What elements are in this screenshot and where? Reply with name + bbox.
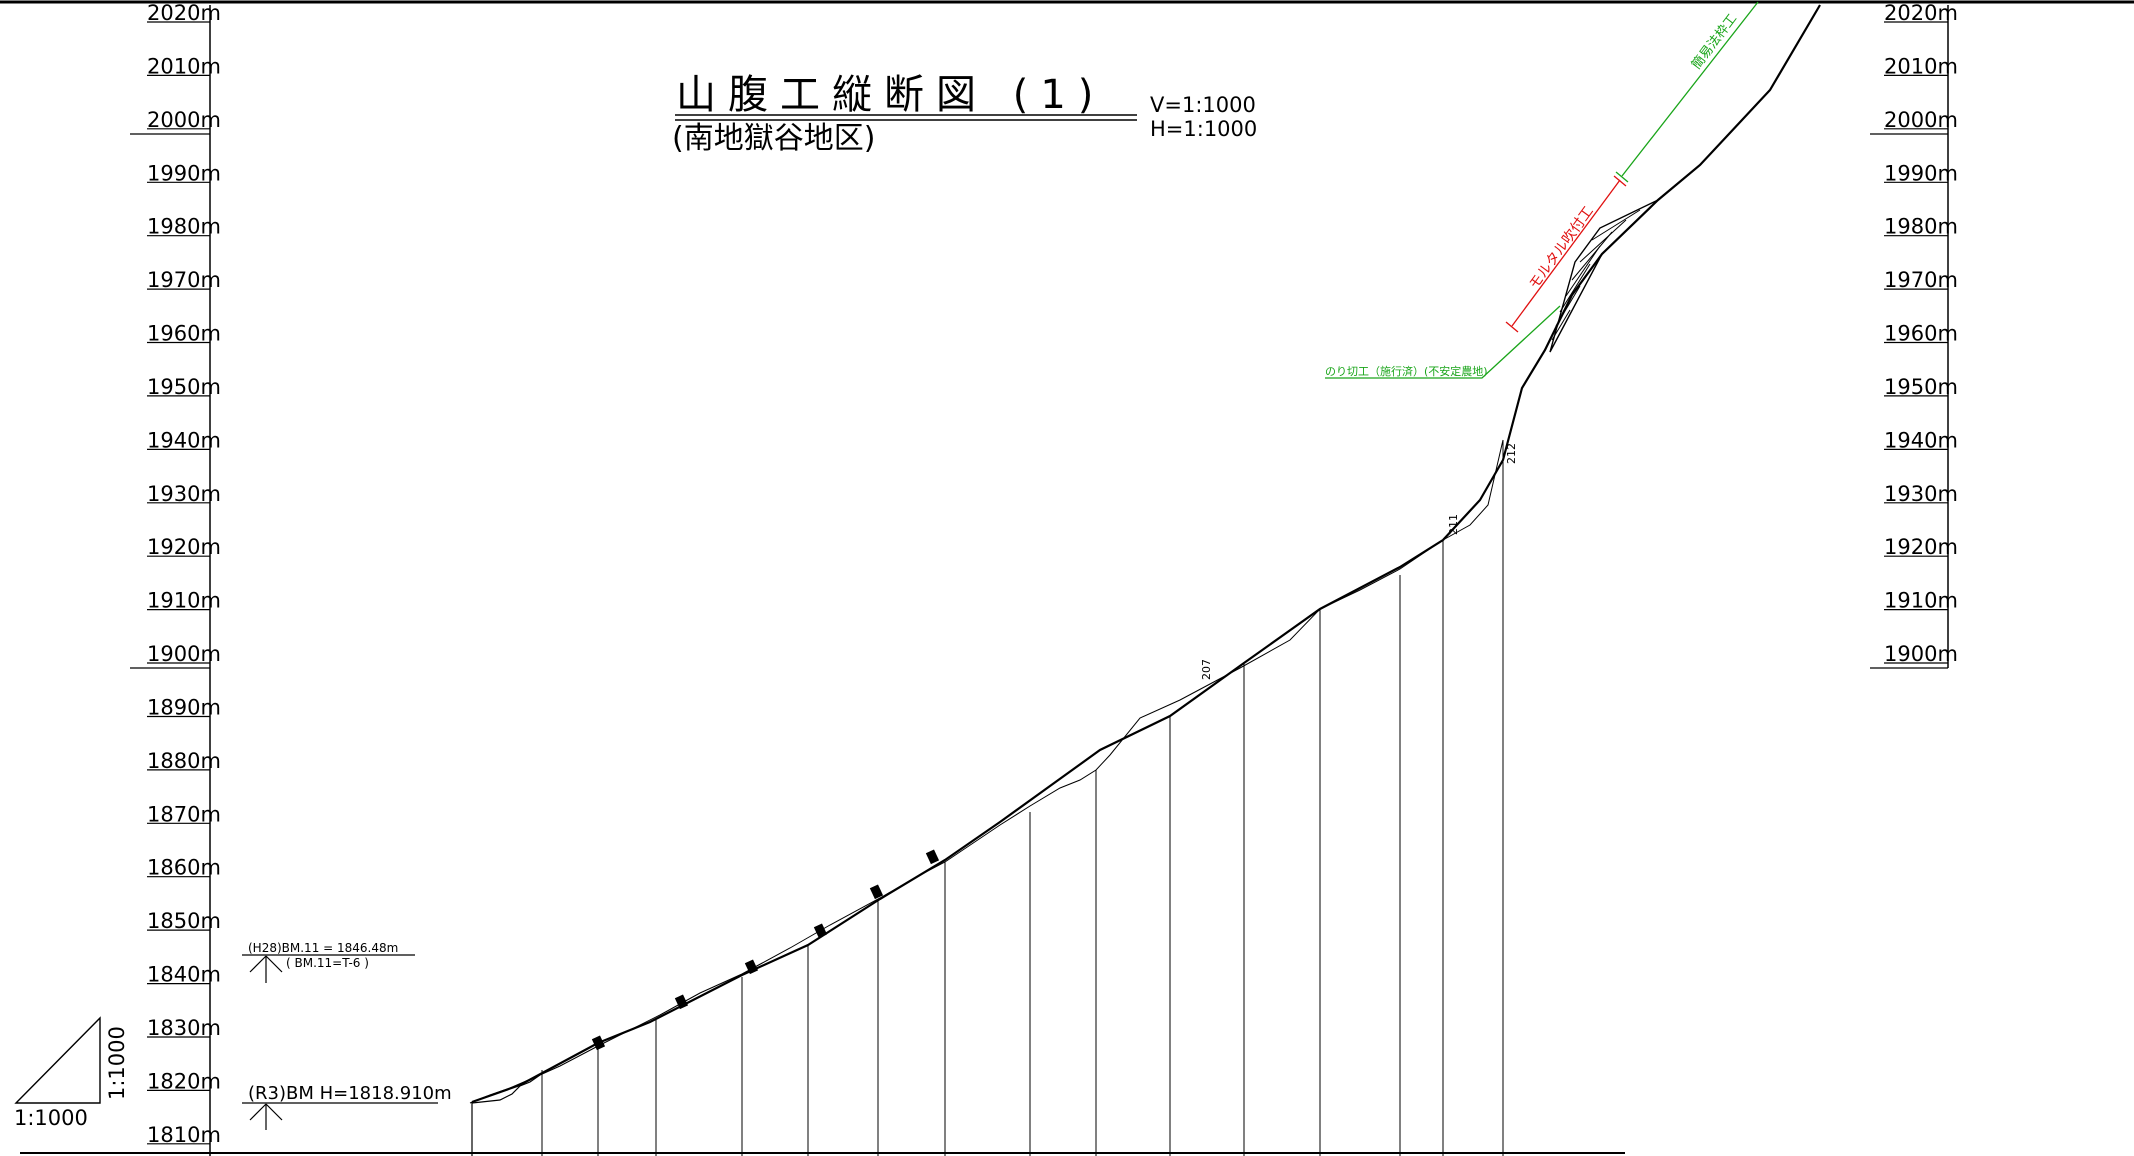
right-elevation-label: 2020m xyxy=(1884,1,1958,25)
vertical-scale: V=1:1000 xyxy=(1150,93,1256,117)
bm-r3-label: (R3)BM H=1818.910m xyxy=(248,1083,452,1104)
left-elevation-axis: 2020m 2010m 2000m 1990m 1980m 1970m 1960m 1950m… xyxy=(130,1,221,1156)
slope-cut-label: のり切工（施行済）(不安定農地) xyxy=(1325,364,1488,378)
left-elevation-label: 1860m xyxy=(147,856,221,880)
bm-h28-sublabel: ( BM.11=T-6 ) xyxy=(286,956,369,970)
right-elevation-label: 1970m xyxy=(1884,268,1958,292)
scale-triangle: 1:1000 1:1000 xyxy=(14,1016,129,1130)
right-elevation-axis: 2020m 2010m 2000m 1990m 1980m 1970m 1960m 1950m… xyxy=(1870,1,1958,669)
left-elevation-label: 2000m xyxy=(147,108,221,132)
left-elevation-label: 1840m xyxy=(147,963,221,987)
left-elevation-label: 1990m xyxy=(147,161,221,185)
mortar-label: モルタル吹付工 xyxy=(1526,204,1597,293)
left-elevation-label: 1940m xyxy=(147,428,221,452)
left-elevation-label: 1880m xyxy=(147,749,221,773)
left-elevation-label: 1980m xyxy=(147,215,221,239)
left-elevation-label: 1910m xyxy=(147,589,221,613)
left-elevation-label: 1830m xyxy=(147,1016,221,1040)
drawing-title: 山腹工縦断図 (1) xyxy=(676,72,1105,118)
ground-profile-line xyxy=(471,4,1821,1104)
right-elevation-label: 2010m xyxy=(1884,54,1958,78)
left-elevation-label: 1950m xyxy=(147,375,221,399)
bm-h28-label: (H28)BM.11 = 1846.48m xyxy=(248,941,398,955)
profile-start-curve xyxy=(471,1074,541,1104)
left-elevation-label: 1850m xyxy=(147,909,221,933)
left-elevation-label: 2010m xyxy=(147,54,221,78)
left-elevation-label: 1900m xyxy=(147,642,221,666)
left-elevation-label: 1810m xyxy=(147,1123,221,1147)
right-elevation-label: 1930m xyxy=(1884,482,1958,506)
right-elevation-label: 1980m xyxy=(1884,215,1958,239)
left-elevation-label: 1970m xyxy=(147,268,221,292)
left-elevation-label: 2020m xyxy=(147,1,221,25)
right-elevation-label: 1990m xyxy=(1884,161,1958,185)
slope-cut-annotation: のり切工（施行済）(不安定農地) xyxy=(1325,305,1561,379)
station-label-212: 212 xyxy=(1505,443,1518,464)
station-lines xyxy=(471,440,1504,1156)
title-block: 山腹工縦断図 (1) (南地獄谷地区) V=1:1000 H=1:1000 xyxy=(672,72,1257,156)
frame-annotation: 簡易法枠工 xyxy=(1615,1,1759,183)
right-elevation-label: 1950m xyxy=(1884,375,1958,399)
left-elevation-label: 1920m xyxy=(147,535,221,559)
right-elevation-label: 1900m xyxy=(1884,642,1958,666)
drawing-subtitle: (南地獄谷地区) xyxy=(672,121,875,156)
profile-markers xyxy=(591,849,940,1051)
scale-triangle-horizontal: 1:1000 xyxy=(14,1106,88,1130)
left-elevation-label: 1820m xyxy=(147,1069,221,1093)
station-label-207: 207 xyxy=(1200,659,1213,680)
right-elevation-label: 2000m xyxy=(1884,108,1958,132)
left-elevation-label: 1870m xyxy=(147,802,221,826)
right-elevation-label: 1960m xyxy=(1884,322,1958,346)
left-elevation-label: 1930m xyxy=(147,482,221,506)
right-elevation-label: 1910m xyxy=(1884,589,1958,613)
mortar-section xyxy=(1549,199,1659,353)
left-elevation-label: 1960m xyxy=(147,322,221,346)
horizontal-scale: H=1:1000 xyxy=(1150,117,1257,141)
scale-triangle-vertical: 1:1000 xyxy=(105,1026,129,1100)
right-elevation-label: 1920m xyxy=(1884,535,1958,559)
benchmark-h28: (H28)BM.11 = 1846.48m ( BM.11=T-6 ) xyxy=(242,941,415,983)
left-elevation-label: 1890m xyxy=(147,696,221,720)
frame-label: 簡易法枠工 xyxy=(1689,11,1740,72)
benchmark-r3: (R3)BM H=1818.910m xyxy=(242,1083,452,1130)
original-ground-line xyxy=(469,439,1504,1104)
right-elevation-label: 1940m xyxy=(1884,428,1958,452)
station-label-211: 211 xyxy=(1447,514,1460,535)
